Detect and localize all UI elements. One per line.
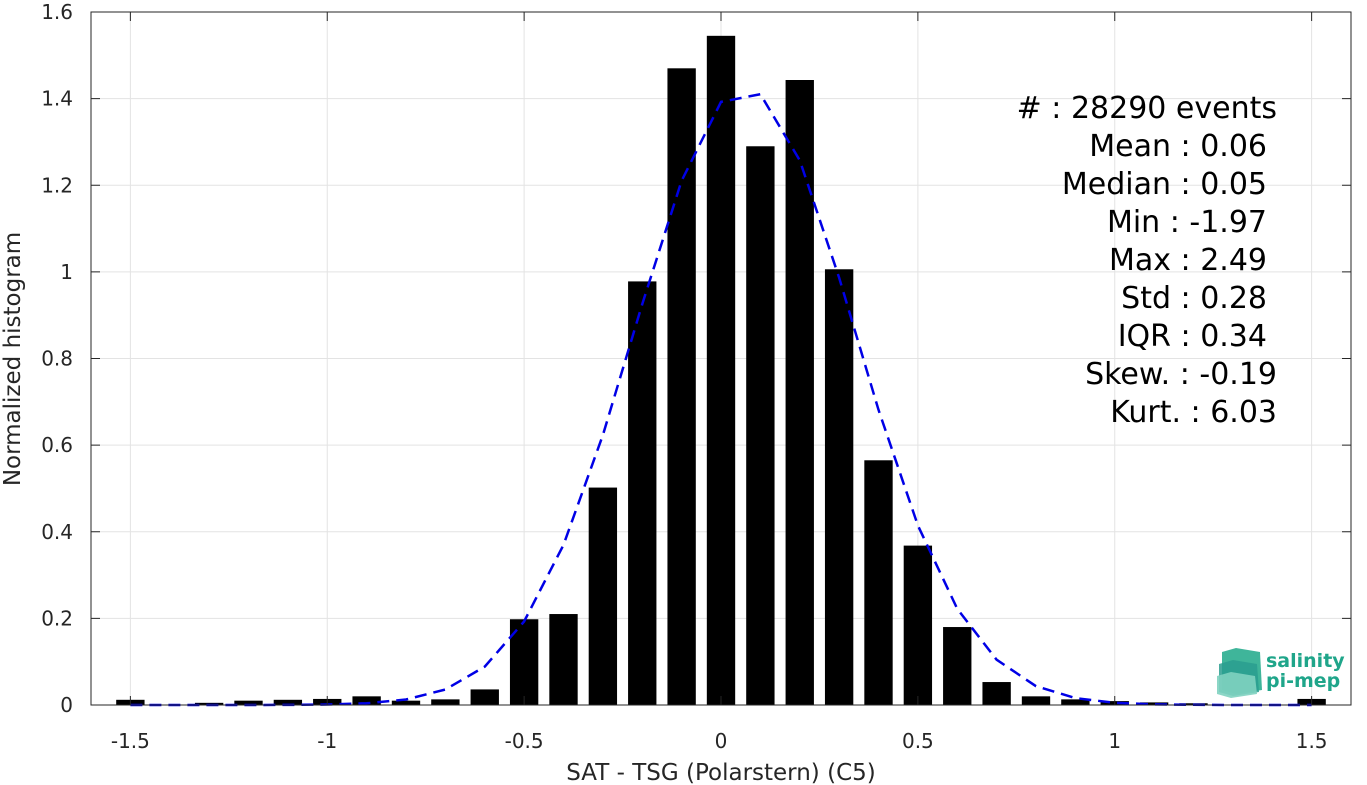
x-tick-label-5: 1 — [1108, 729, 1121, 753]
logo-line-2: pi-mep — [1266, 670, 1340, 692]
histogram-bar-21 — [943, 627, 972, 705]
histogram-bar-7 — [391, 700, 421, 705]
histogram-bar-4 — [273, 699, 303, 705]
histogram-bar-24 — [1061, 699, 1090, 705]
histogram-bar-20 — [903, 545, 933, 705]
y-tick-label-0: 0 — [60, 693, 73, 717]
y-tick-label-6: 1.2 — [41, 173, 73, 197]
y-tick-label-2: 0.4 — [41, 520, 73, 544]
stat-skew: Skew. : -0.19 — [1085, 357, 1277, 392]
histogram-bar-22 — [982, 682, 1011, 705]
y-tick-label-1: 0.2 — [41, 606, 73, 630]
histogram-bar-19 — [864, 460, 893, 705]
stat-max: Max : 2.49 — [1109, 243, 1267, 278]
histogram-bar-3 — [234, 700, 263, 705]
y-axis-label: Normalized histogram — [0, 232, 26, 486]
x-tick-label-0: -1.5 — [111, 729, 150, 753]
histogram-bar-16 — [746, 146, 775, 706]
stat-iqr: IQR : 0.34 — [1118, 319, 1267, 354]
y-tick-label-5: 1 — [60, 260, 73, 284]
x-tick-label-2: -0.5 — [505, 729, 544, 753]
x-tick-label-4: 0.5 — [902, 729, 934, 753]
histogram-bar-15 — [706, 35, 736, 705]
stat-events: # : 28290 events — [1017, 91, 1277, 126]
y-tick-label-3: 0.6 — [41, 433, 73, 457]
histogram-bar-6 — [352, 696, 381, 705]
histogram-bars — [116, 35, 1326, 706]
histogram-bar-8 — [431, 699, 460, 705]
x-tick-label-6: 1.5 — [1296, 729, 1328, 753]
y-tick-label-7: 1.4 — [41, 87, 73, 111]
histogram-bar-26 — [1139, 702, 1169, 705]
histogram-bar-17 — [785, 80, 814, 706]
stat-mean: Mean : 0.06 — [1089, 129, 1267, 164]
x-axis-label: SAT - TSG (Polarstern) (C5) — [566, 760, 875, 785]
histogram-bar-14 — [667, 68, 696, 705]
logo-mark-icon — [1217, 648, 1262, 698]
stats-annotation: # : 28290 events Mean : 0.06 Median : 0.… — [1017, 91, 1277, 430]
axis-ticks: -1.5 -1 -0.5 0 0.5 1 1.5 0 0.2 0.4 0.6 0.8 1 1.2 1.4 1.… — [41, 0, 1351, 753]
histogram-bar-13 — [628, 281, 657, 705]
histogram-bar-23 — [1021, 696, 1051, 705]
stat-median: Median : 0.05 — [1062, 167, 1267, 202]
x-tick-label-3: 0 — [715, 729, 728, 753]
histogram-bar-18 — [824, 269, 854, 705]
salinity-pi-mep-logo: salinity pi-mep — [1217, 648, 1345, 698]
y-tick-label-8: 1.6 — [41, 0, 73, 24]
stat-std: Std : 0.28 — [1121, 281, 1267, 316]
histogram-bar-11 — [549, 614, 578, 705]
stat-min: Min : -1.97 — [1107, 205, 1267, 240]
x-tick-label-1: -1 — [317, 729, 337, 753]
histogram-bar-9 — [470, 689, 499, 705]
logo-line-1: salinity — [1266, 650, 1345, 672]
histogram-bar-12 — [588, 487, 618, 705]
stat-kurt: Kurt. : 6.03 — [1110, 395, 1277, 430]
y-tick-label-4: 0.8 — [41, 347, 73, 371]
